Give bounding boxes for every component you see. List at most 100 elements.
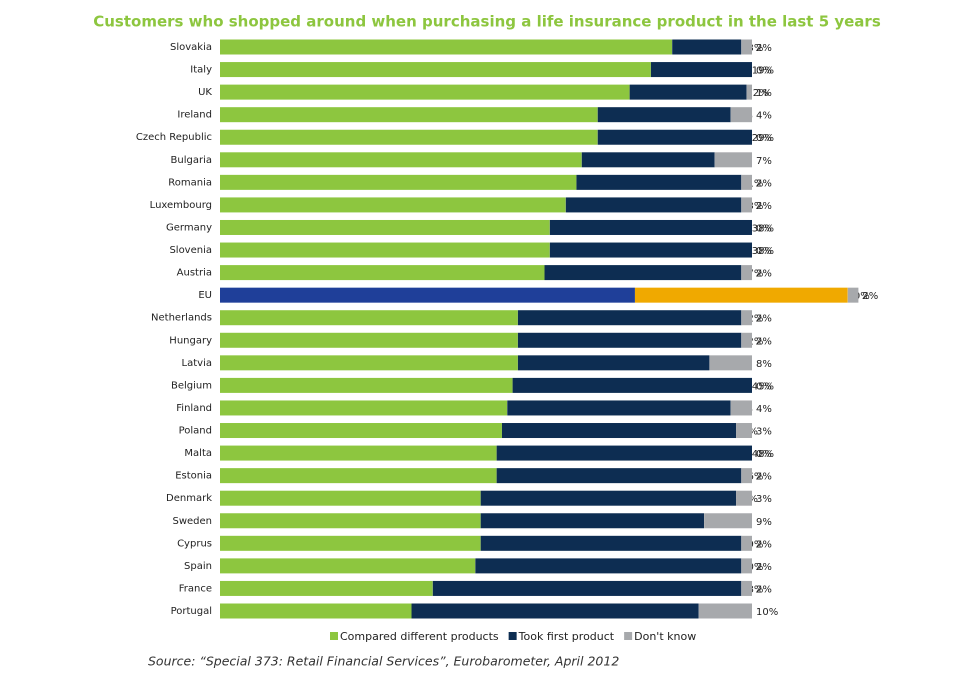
- bar-segment: [597, 107, 731, 123]
- value-label: 0%: [756, 246, 772, 257]
- label-bg: [752, 219, 776, 235]
- label-bg: [752, 445, 776, 461]
- bar-segment: [496, 468, 742, 484]
- category-label: Austria: [177, 268, 212, 279]
- value-label: 2%: [756, 539, 772, 550]
- value-label: 46%: [741, 472, 763, 483]
- category-label: France: [179, 583, 212, 594]
- bar-segment: [220, 535, 481, 551]
- bar-segment: [480, 490, 737, 506]
- category-label: Denmark: [166, 493, 212, 504]
- category-label: Sweden: [172, 516, 212, 527]
- label-bg: [752, 377, 776, 393]
- value-label: 4%: [756, 404, 772, 415]
- bar-segment: [741, 558, 752, 574]
- bar-segment: [220, 152, 582, 168]
- category-label: Italy: [190, 65, 212, 76]
- bar-segment: [549, 242, 752, 258]
- value-label: 0%: [756, 133, 772, 144]
- category-label: Cyprus: [177, 538, 212, 549]
- bar-segment: [741, 310, 752, 326]
- bar-segment: [672, 39, 742, 55]
- value-label: 4%: [756, 111, 772, 122]
- bar-segment: [220, 174, 577, 190]
- bar-segment: [220, 468, 497, 484]
- category-label: Luxembourg: [150, 200, 212, 211]
- category-label: Malta: [184, 448, 212, 459]
- value-label: 2%: [756, 43, 772, 54]
- value-label: 2%: [756, 562, 772, 573]
- value-label: 9%: [756, 517, 772, 528]
- category-label: Spain: [184, 561, 212, 572]
- bar-segment: [597, 129, 752, 145]
- bar-segment: [736, 490, 752, 506]
- category-label: Bulgaria: [171, 155, 212, 166]
- bar-segment: [220, 400, 508, 416]
- category-label: Poland: [179, 426, 212, 437]
- bar-segment: [650, 62, 752, 78]
- bar-segment: [634, 287, 848, 303]
- category-label: Hungary: [169, 335, 212, 346]
- value-label: 49%: [741, 539, 763, 550]
- category-label: Germany: [166, 222, 212, 233]
- value-label: 10%: [756, 607, 778, 618]
- category-label: Belgium: [171, 380, 212, 391]
- value-label: 22%: [746, 88, 768, 99]
- bar-segment: [517, 355, 710, 371]
- bar-segment: [220, 265, 545, 281]
- bar-segment: [220, 129, 598, 145]
- bar-segment: [730, 107, 752, 123]
- value-label: 2%: [756, 201, 772, 212]
- value-label: 0%: [756, 223, 772, 234]
- bar-segment: [220, 445, 497, 461]
- value-label: 0%: [756, 449, 772, 460]
- value-label: 58%: [741, 584, 763, 595]
- value-label: 7%: [756, 156, 772, 167]
- bar-segment: [741, 468, 752, 484]
- bar-segment: [565, 197, 742, 213]
- bar-segment: [220, 219, 550, 235]
- value-label: 2%: [862, 291, 878, 302]
- bar-segment: [432, 580, 742, 596]
- bar-segment: [501, 423, 737, 439]
- bar-segment: [220, 377, 513, 393]
- bar-segment: [220, 580, 433, 596]
- value-label: 29%: [752, 133, 774, 144]
- bar-segment: [741, 265, 752, 281]
- bar-segment: [544, 265, 742, 281]
- bar-segment: [220, 490, 481, 506]
- category-label: Romania: [168, 177, 212, 188]
- category-label: Czech Republic: [136, 132, 212, 143]
- value-label: 37%: [741, 269, 763, 280]
- value-label: 31%: [741, 178, 763, 189]
- bar-segment: [549, 219, 752, 235]
- label-bg: [752, 129, 776, 145]
- value-label: 2%: [756, 584, 772, 595]
- bar-segment: [220, 332, 518, 348]
- bar-segment: [704, 513, 752, 529]
- value-label: 38%: [752, 223, 774, 234]
- chart-title: Customers who shopped around when purcha…: [93, 13, 881, 31]
- category-label: Portugal: [171, 606, 212, 617]
- bar-segment: [517, 310, 742, 326]
- value-label: 2%: [756, 314, 772, 325]
- bar-segment: [220, 355, 518, 371]
- value-label: 2%: [756, 178, 772, 189]
- value-label: 2%: [756, 269, 772, 280]
- bar-segment: [741, 39, 752, 55]
- category-label: Ireland: [177, 110, 212, 121]
- value-label: 3%: [756, 494, 772, 505]
- bar-segment: [736, 423, 752, 439]
- legend-label: Don't know: [634, 630, 696, 643]
- legend-label: Compared different products: [340, 630, 499, 643]
- bar-segment: [741, 580, 752, 596]
- label-bg: [752, 62, 776, 78]
- bar-segment: [576, 174, 742, 190]
- bar-segment: [847, 287, 859, 303]
- category-label: Latvia: [182, 358, 212, 369]
- category-label: Estonia: [175, 471, 212, 482]
- category-label: Slovakia: [170, 42, 212, 53]
- value-label: 33%: [741, 201, 763, 212]
- bar-segment: [741, 197, 752, 213]
- value-label: 13%: [741, 43, 763, 54]
